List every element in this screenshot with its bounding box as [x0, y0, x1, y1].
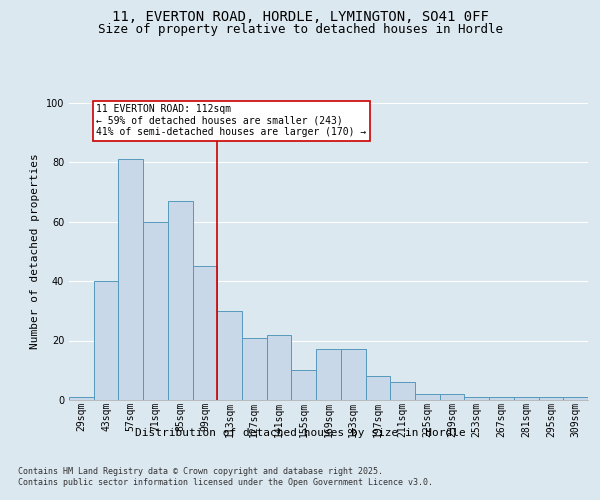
Bar [94, 281, 118, 400]
Bar [415, 394, 440, 400]
Bar [267, 334, 292, 400]
Bar [316, 350, 341, 400]
Bar [390, 382, 415, 400]
Bar [193, 266, 217, 400]
Y-axis label: Number of detached properties: Number of detached properties [30, 154, 40, 349]
Bar [341, 350, 365, 400]
Text: 11 EVERTON ROAD: 112sqm
← 59% of detached houses are smaller (243)
41% of semi-d: 11 EVERTON ROAD: 112sqm ← 59% of detache… [96, 104, 367, 137]
Bar [143, 222, 168, 400]
Bar [242, 338, 267, 400]
Bar [440, 394, 464, 400]
Text: 11, EVERTON ROAD, HORDLE, LYMINGTON, SO41 0FF: 11, EVERTON ROAD, HORDLE, LYMINGTON, SO4… [112, 10, 488, 24]
Bar [464, 397, 489, 400]
Text: Distribution of detached houses by size in Hordle: Distribution of detached houses by size … [134, 428, 466, 438]
Bar [118, 159, 143, 400]
Bar [292, 370, 316, 400]
Bar [514, 397, 539, 400]
Bar [69, 397, 94, 400]
Text: Size of property relative to detached houses in Hordle: Size of property relative to detached ho… [97, 22, 503, 36]
Bar [217, 310, 242, 400]
Bar [563, 397, 588, 400]
Bar [489, 397, 514, 400]
Bar [365, 376, 390, 400]
Text: Contains HM Land Registry data © Crown copyright and database right 2025.
Contai: Contains HM Land Registry data © Crown c… [18, 468, 433, 487]
Bar [539, 397, 563, 400]
Bar [168, 200, 193, 400]
